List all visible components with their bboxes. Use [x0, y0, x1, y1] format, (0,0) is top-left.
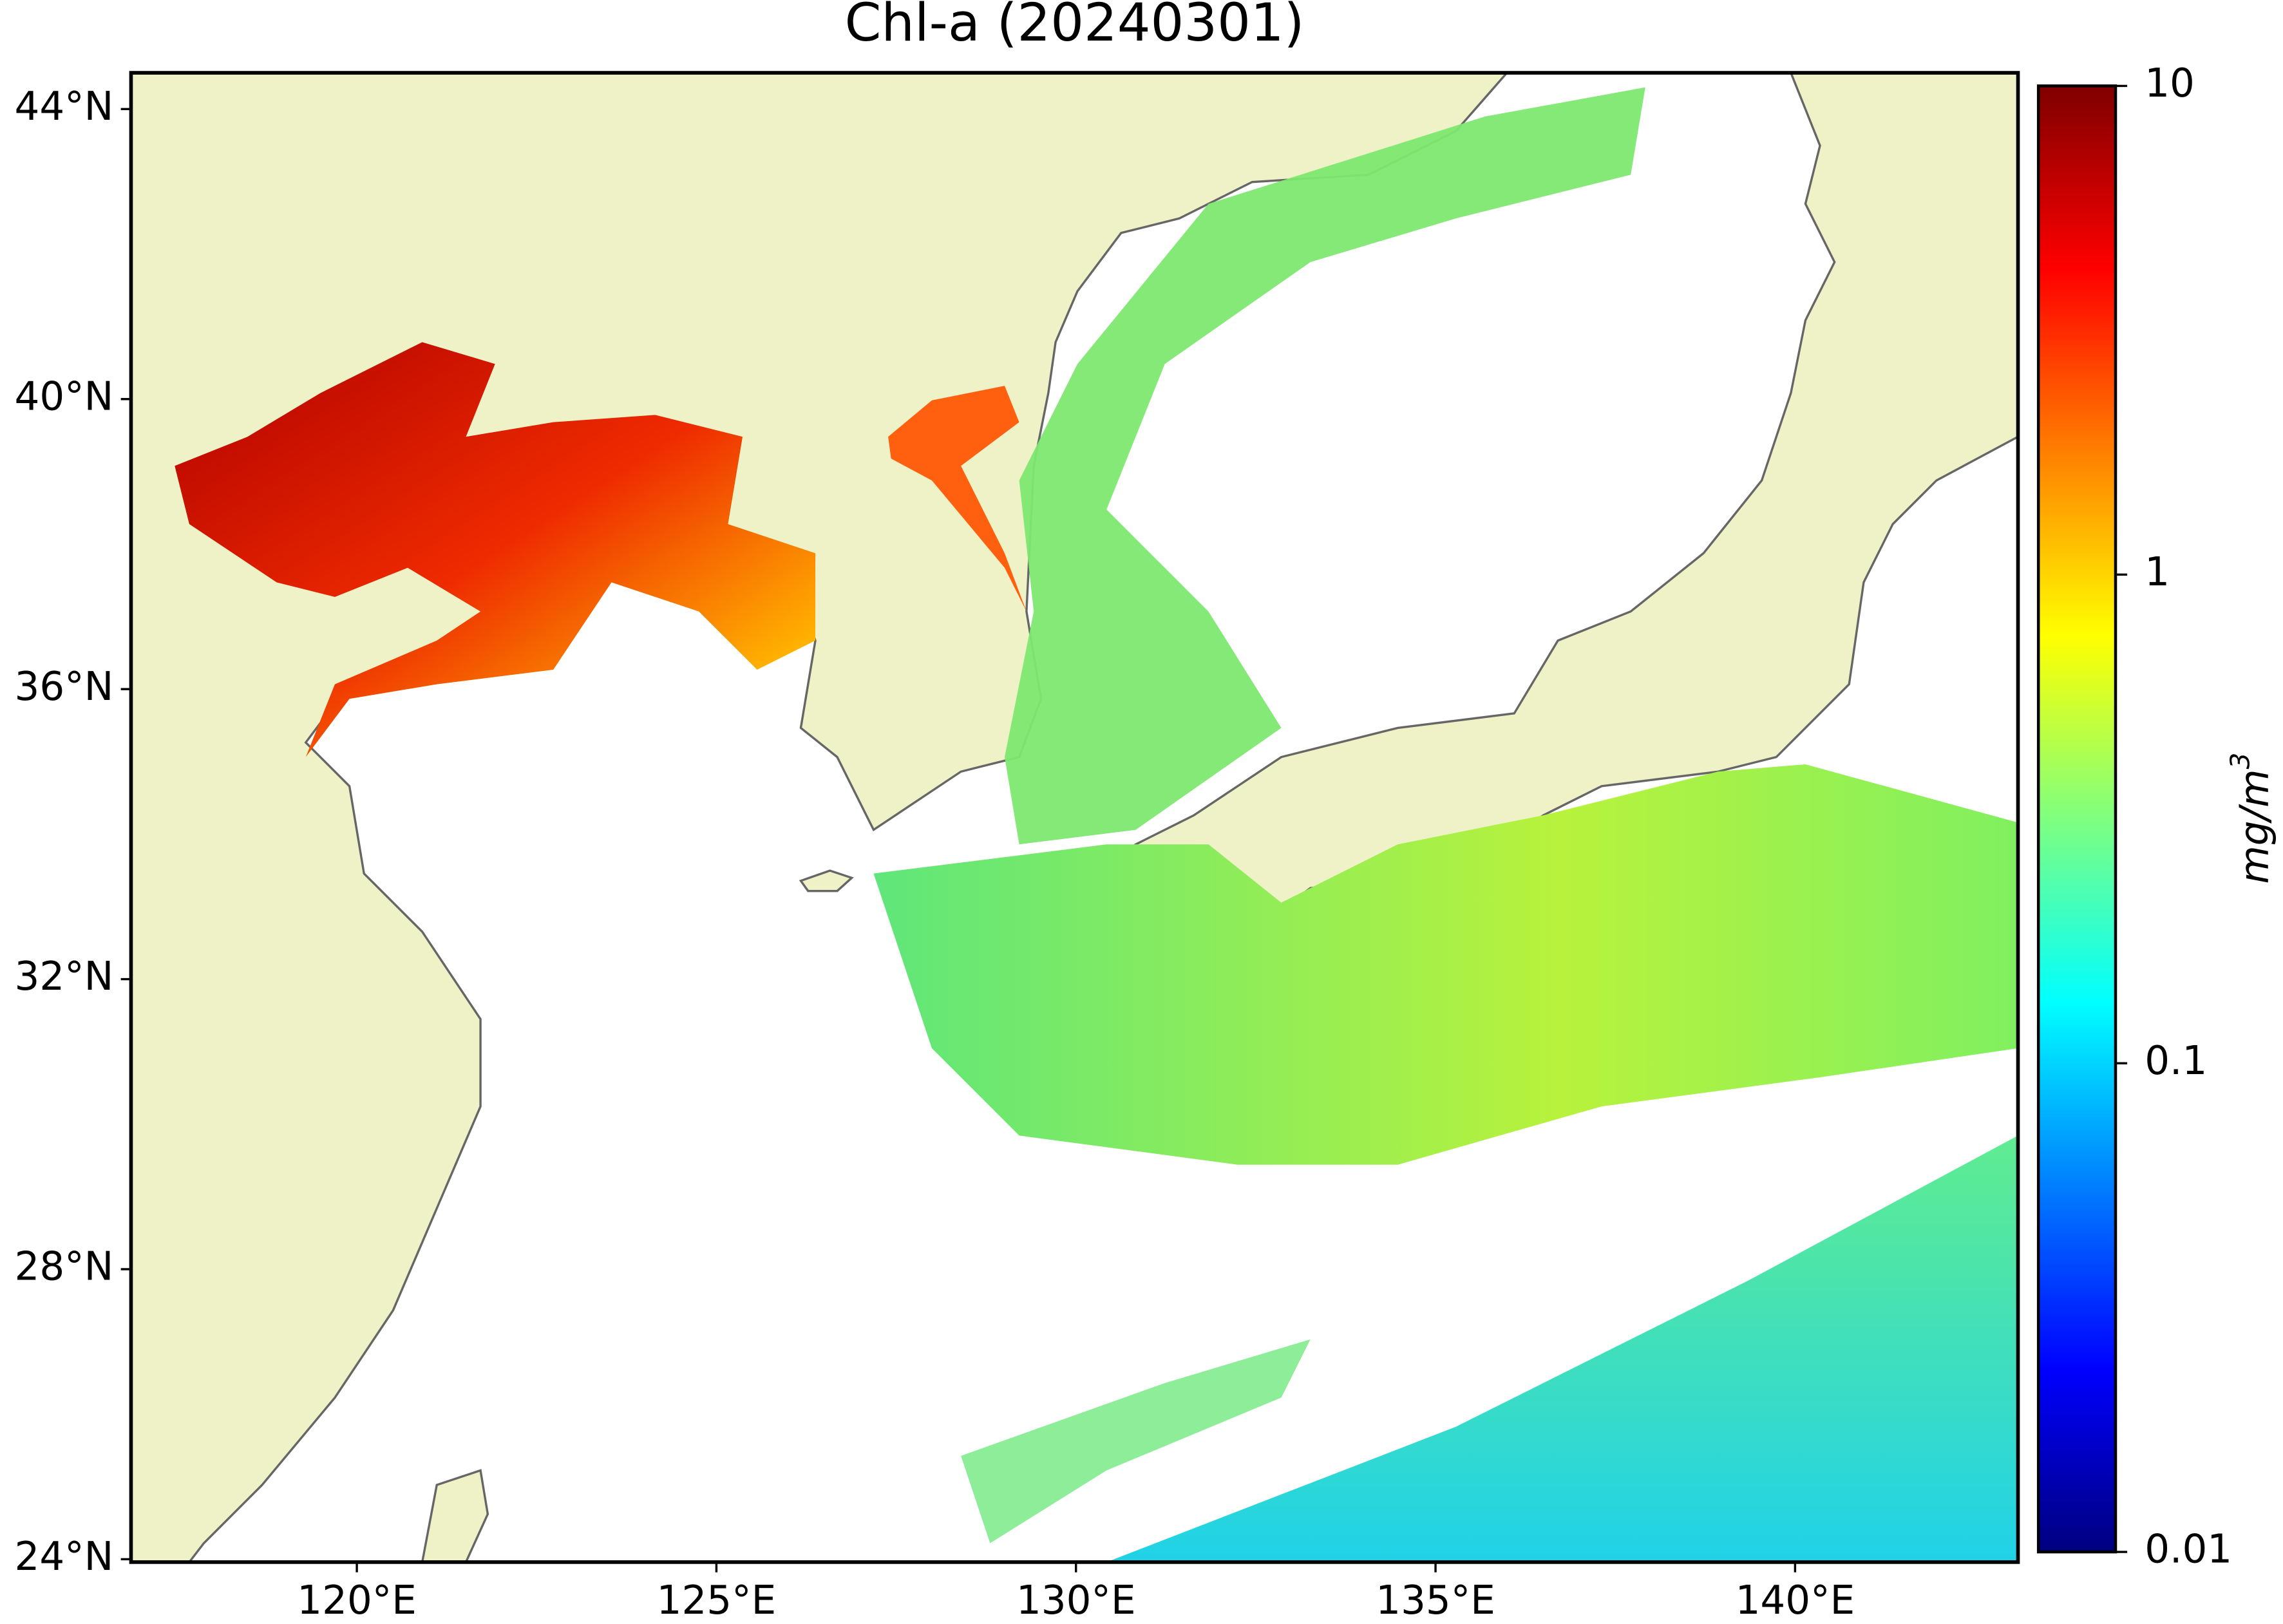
colorbar-label: mg/m3 — [2225, 753, 2277, 884]
x-tick-label: 135°E — [1376, 1578, 1495, 1623]
colorbar-tick-label: 0.1 — [2145, 1038, 2207, 1084]
colorbar — [2036, 84, 2117, 1554]
x-tick-label: 140°E — [1736, 1578, 1855, 1623]
x-tick-label: 120°E — [297, 1578, 417, 1623]
colorbar-label-text: mg/m — [2231, 769, 2277, 883]
y-tick-label: 44°N — [15, 84, 114, 129]
colorbar-label-superscript: 3 — [2225, 753, 2256, 770]
y-tick-label: 28°N — [15, 1244, 114, 1290]
chl-japan-sea — [1004, 87, 1645, 845]
x-tick-label: 130°E — [1016, 1578, 1136, 1623]
map-frame — [129, 71, 2020, 1564]
chl-bohai-yellow-sea — [175, 342, 816, 757]
jeju — [799, 869, 854, 892]
y-tick-label: 24°N — [15, 1534, 114, 1580]
colorbar-tick-label: 0.01 — [2145, 1527, 2232, 1572]
chl-pacific — [1106, 1135, 2018, 1562]
y-tick-label: 32°N — [15, 954, 114, 999]
x-tick-label: 125°E — [657, 1578, 777, 1623]
y-tick-label: 36°N — [15, 664, 114, 710]
chl-korea-coast — [888, 386, 1027, 612]
y-tick-label: 40°N — [15, 373, 114, 419]
chl-east-china-sea — [961, 1339, 1311, 1544]
colorbar-tick-label: 1 — [2145, 549, 2170, 595]
colorbar-tick-label: 10 — [2145, 61, 2195, 106]
chart-title: Chl-a (20240301) — [845, 0, 1305, 53]
map-area — [129, 71, 2020, 1564]
chl-south-japan — [873, 764, 2018, 1165]
